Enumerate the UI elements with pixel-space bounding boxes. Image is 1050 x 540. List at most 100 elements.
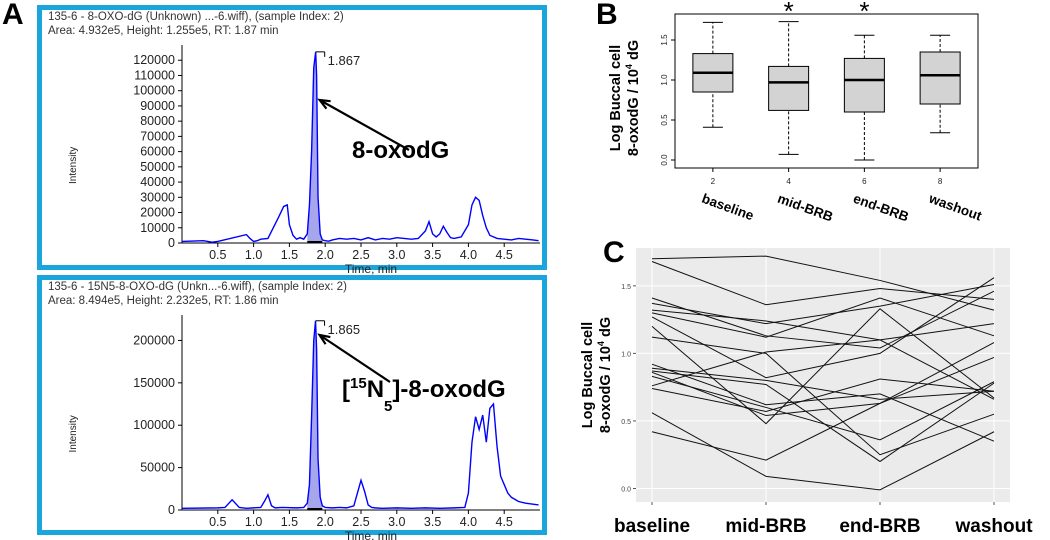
x-tick-label: 3.0: [388, 515, 405, 529]
x-tick-label: 8: [938, 177, 943, 186]
subject-line: [651, 309, 995, 341]
x-tick-label: 3.5: [424, 248, 441, 262]
subject-line: [651, 336, 995, 456]
y-tick-label: 150000: [133, 376, 175, 390]
plot-frame: [674, 13, 979, 169]
x-tick-label: 4.0: [460, 515, 477, 529]
significance-star: *: [859, 0, 869, 26]
panel-label-c: C: [603, 236, 625, 269]
y-tick-label: 1.0: [621, 351, 631, 358]
subject-line: [651, 290, 995, 349]
subject-line: [651, 378, 995, 412]
category-label: washout: [926, 190, 984, 223]
x-tick-label: 2.5: [352, 248, 369, 262]
subject-line: [651, 363, 995, 442]
subject-line: [651, 261, 995, 306]
peak-area: [307, 320, 323, 510]
panel-label-a: A: [2, 0, 24, 31]
y-tick-label: 1.5: [660, 34, 669, 46]
subject-line: [651, 339, 995, 400]
box-iqr: [843, 57, 885, 113]
y-axis-title-line1: Log Buccal cell: [580, 322, 596, 428]
subject-line: [651, 356, 995, 417]
x-tick-label: 4.5: [496, 248, 513, 262]
x-tick-label: 4.0: [460, 248, 477, 262]
x-tick-label: 1.0: [245, 248, 262, 262]
y-tick-label: 0.0: [660, 154, 669, 166]
subject-line: [651, 367, 995, 400]
y-tick-label: 20000: [140, 206, 175, 220]
category-label: washout: [954, 516, 1033, 537]
y-tick-label: 200000: [133, 333, 175, 347]
subject-line: [651, 375, 995, 441]
spaghetti-chart: 0.0 0.5 1.0 1.5 baseline mid-BRB end-BRB washou…: [580, 248, 1033, 537]
chromatogram-bottom-frame: 135-6 - 15N5-8-OXO-dG (Unkn...-6.wiff), …: [37, 275, 547, 540]
x-tick-label: 2.5: [352, 515, 369, 529]
subject-line: [651, 297, 995, 338]
y-tick-label: 50000: [140, 461, 175, 475]
y-tick-label: 0: [168, 236, 175, 250]
box-iqr: [768, 65, 810, 111]
y-axis-title-line2: 8-oxodG / 104 dG: [624, 40, 642, 156]
category-label: end-BRB: [851, 191, 911, 225]
y-tick-label: 0: [168, 503, 175, 517]
chromatogram-bottom-header-1: 135-6 - 15N5-8-OXO-dG (Unkn...-6.wiff), …: [48, 281, 347, 293]
subject-line: [651, 308, 995, 425]
subject-line: [651, 412, 995, 491]
category-label: mid-BRB: [776, 191, 836, 225]
chromatogram-trace: [181, 51, 539, 243]
y-tick-label: 1.5: [621, 284, 631, 291]
y-axis-title: Intensity: [68, 147, 79, 184]
x-tick-label: 4.5: [496, 515, 513, 529]
peak-area: [307, 51, 323, 243]
significance-star: *: [784, 0, 794, 26]
x-tick-label: 3.5: [424, 515, 441, 529]
x-tick-label: 0.5: [209, 248, 226, 262]
subject-line: [651, 342, 995, 461]
y-tick-label: 100000: [133, 84, 175, 98]
y-tick-label: 70000: [140, 129, 175, 143]
x-tick-label: 6: [862, 177, 867, 186]
x-axis-title: Time, min: [345, 262, 397, 276]
panel-label-b: B: [596, 0, 618, 31]
y-tick-label: 0.5: [660, 114, 669, 126]
y-tick-label: 1.0: [660, 74, 669, 86]
x-tick-label: 2.0: [317, 515, 334, 529]
x-axis-title: Time, min: [345, 529, 397, 540]
chromatogram-bottom-header-2: Area: 8.494e5, Height: 2.232e5, RT: 1.86…: [48, 295, 279, 307]
y-axis-title-line2: 8-oxodG / 104 dG: [596, 317, 614, 433]
category-label: end-BRB: [839, 516, 920, 537]
y-tick-label: 120000: [133, 53, 175, 67]
x-tick-label: 2.0: [317, 248, 334, 262]
y-tick-label: 90000: [140, 99, 175, 113]
subject-line: [651, 283, 995, 325]
x-tick-label: 1.0: [245, 515, 262, 529]
chromatogram-top-frame: 135-6 - 8-OXO-dG (Unknown) ...-6.wiff), …: [37, 5, 547, 276]
subject-line: [651, 370, 995, 463]
y-axis-title: Intensity: [68, 415, 79, 452]
y-tick-label: 100000: [133, 418, 175, 432]
box-iqr: [919, 51, 961, 105]
y-tick-label: 0.5: [621, 419, 631, 426]
peak-rt-label: 1.865: [328, 322, 361, 337]
category-label: mid-BRB: [725, 516, 806, 537]
annotation-arrow-head: [317, 98, 331, 110]
y-tick-label: 60000: [140, 145, 175, 159]
chromatogram-bottom-plot: 0 50000 100000 150000 200000 0.5 1.0 1.5 2.0 2.5 3…: [68, 315, 540, 540]
y-tick-label: 10000: [140, 221, 175, 235]
y-tick-label: 50000: [140, 160, 175, 174]
x-tick-label: 2: [711, 177, 716, 186]
peak-annotation-label: [15N5]-8-oxodG: [342, 375, 506, 415]
chromatogram-top-header-1: 135-6 - 8-OXO-dG (Unknown) ...-6.wiff), …: [48, 11, 344, 23]
y-tick-label: 40000: [140, 175, 175, 189]
y-tick-label: 0.0: [621, 486, 631, 493]
annotation-arrow: [319, 99, 410, 151]
y-tick-label: 110000: [134, 68, 175, 82]
y-axis-title-line1: Log Buccal cell: [608, 45, 624, 151]
category-label: baseline: [614, 516, 690, 537]
x-tick-label: 4: [786, 177, 791, 186]
category-label: baseline: [700, 191, 756, 224]
chromatogram-trace: [181, 320, 539, 510]
x-tick-label: 1.5: [281, 248, 298, 262]
